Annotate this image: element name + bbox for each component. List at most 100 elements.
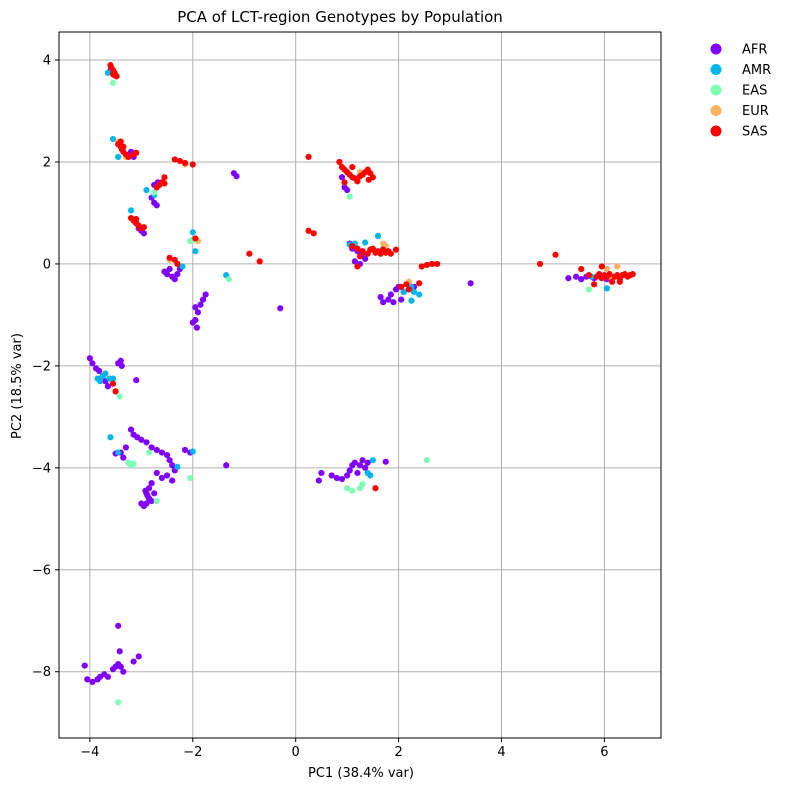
data-point <box>117 663 124 670</box>
data-point <box>135 653 142 660</box>
data-point <box>552 251 559 258</box>
legend-label-eur: EUR <box>742 104 769 119</box>
data-point <box>166 265 173 273</box>
data-point <box>116 393 123 400</box>
data-point <box>176 157 184 165</box>
data-point <box>187 474 194 482</box>
data-point <box>181 446 189 454</box>
data-point <box>354 245 361 252</box>
data-point <box>140 230 147 237</box>
data-point <box>310 230 317 237</box>
data-point <box>338 475 346 483</box>
data-point <box>369 457 376 464</box>
data-point <box>356 253 364 260</box>
data-point <box>344 472 351 479</box>
data-point <box>410 288 418 296</box>
x-tick-label: 0 <box>292 745 300 760</box>
data-point <box>166 254 173 261</box>
data-point <box>374 232 382 239</box>
grid-lines <box>59 32 661 738</box>
data-point <box>161 268 168 275</box>
data-point <box>127 426 135 433</box>
data-point <box>161 174 168 181</box>
x-axis-label: PC1 (38.4% var) <box>308 766 414 781</box>
data-point <box>603 285 611 292</box>
data-point <box>81 662 88 669</box>
data-point <box>89 360 96 367</box>
data-point <box>192 248 199 255</box>
data-point <box>151 490 158 497</box>
legend: AFR AMR EAS EUR SAS <box>710 43 771 140</box>
data-point <box>107 434 114 441</box>
data-point <box>349 163 356 171</box>
data-point <box>153 497 160 505</box>
data-point <box>423 457 430 464</box>
data-point <box>333 474 340 482</box>
data-point <box>585 286 593 293</box>
data-point <box>246 250 253 257</box>
data-point <box>138 500 145 507</box>
data-point <box>405 286 412 293</box>
data-point <box>367 472 374 479</box>
data-point <box>192 235 199 242</box>
data-point <box>416 291 423 298</box>
data-point <box>199 296 207 303</box>
data-point <box>354 469 361 477</box>
data-point <box>256 258 263 265</box>
data-point <box>120 454 127 461</box>
data-point <box>467 280 474 287</box>
data-point <box>606 271 613 278</box>
legend-marker-eas <box>710 84 722 96</box>
data-point <box>174 260 181 268</box>
data-point <box>223 462 230 469</box>
data-point <box>97 378 104 385</box>
data-point <box>127 207 135 214</box>
data-point <box>362 255 369 262</box>
data-point <box>359 457 366 464</box>
data-point <box>102 370 109 377</box>
data-point <box>174 463 181 470</box>
data-point <box>148 480 155 487</box>
data-point <box>171 156 178 163</box>
data-point <box>585 272 593 279</box>
data-point <box>372 485 379 492</box>
legend-marker-eur <box>710 105 722 116</box>
data-point <box>362 239 369 246</box>
data-point <box>351 459 358 466</box>
series-afr <box>81 67 611 686</box>
data-point <box>117 138 124 145</box>
data-point <box>328 472 335 479</box>
data-point <box>359 248 366 255</box>
data-point <box>591 281 598 288</box>
data-point <box>104 383 111 390</box>
data-point <box>428 260 436 268</box>
data-point <box>341 179 348 186</box>
x-ticks: −4 −2 0 2 4 6 <box>80 738 609 760</box>
data-point <box>153 202 160 209</box>
data-point <box>109 380 117 387</box>
data-point <box>189 319 196 326</box>
data-point <box>398 283 405 290</box>
data-point <box>169 462 176 469</box>
data-point <box>351 258 358 265</box>
data-point <box>356 462 364 469</box>
data-point <box>148 497 155 505</box>
data-point <box>418 263 425 270</box>
data-point <box>202 291 209 298</box>
data-point <box>349 242 356 250</box>
data-point <box>346 193 353 200</box>
data-point <box>189 448 196 455</box>
data-point <box>143 186 150 194</box>
data-point <box>163 472 171 479</box>
data-point <box>305 153 312 160</box>
data-point <box>120 668 127 675</box>
data-point <box>387 291 394 298</box>
data-point <box>609 278 616 285</box>
data-point <box>362 464 369 471</box>
data-point <box>536 260 544 268</box>
data-point <box>616 278 623 285</box>
data-point <box>166 457 173 464</box>
x-tick-label: −2 <box>183 745 202 760</box>
data-point <box>109 375 117 382</box>
data-point <box>189 229 196 236</box>
